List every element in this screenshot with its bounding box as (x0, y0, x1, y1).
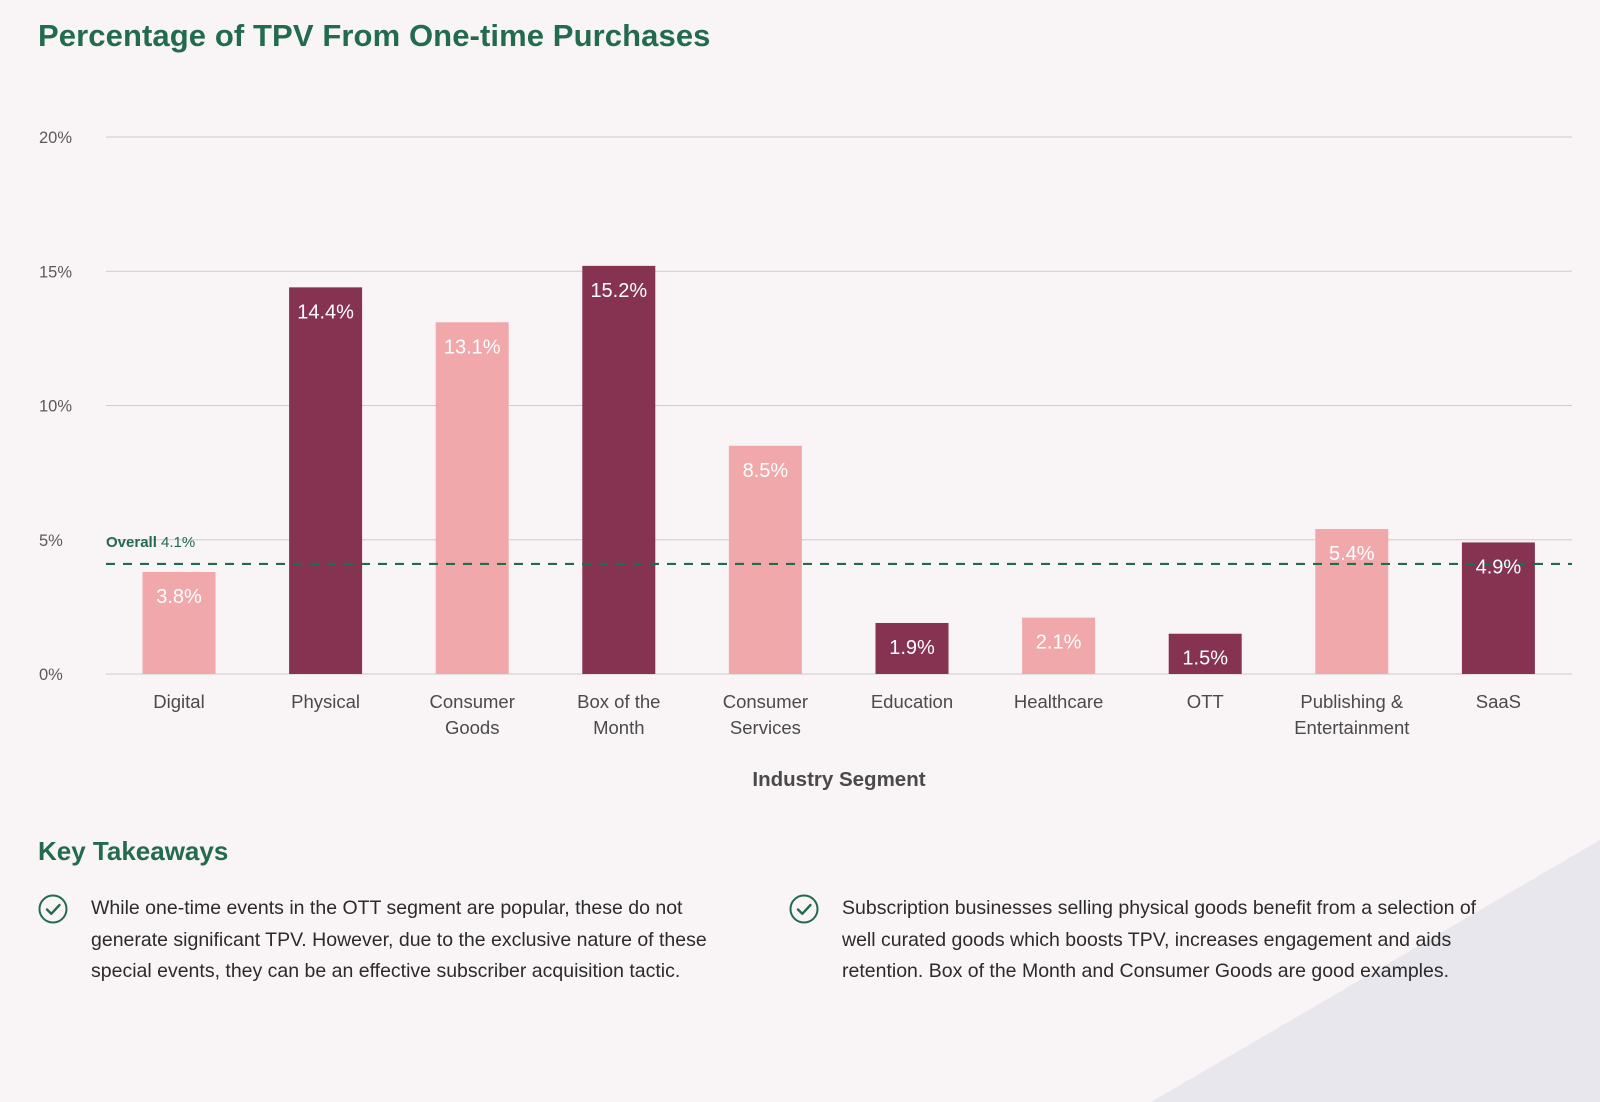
bar (1315, 529, 1389, 674)
x-tick-label: Publishing & Entertainment (1294, 691, 1409, 738)
y-tick-label: 0% (39, 666, 63, 684)
takeaway-text: While one-time events in the OTT segment… (91, 897, 707, 982)
y-tick-label: 15% (39, 263, 72, 281)
x-tick-label: Digital (153, 691, 204, 712)
data-label: 13.1% (444, 336, 501, 358)
takeaway-item: Subscription businesses selling physical… (789, 893, 1489, 988)
bar (728, 445, 802, 674)
bar (1168, 633, 1242, 674)
reference-line-group: Overall 4.1% (106, 534, 1572, 566)
overall-reference-label: Overall 4.1% (106, 534, 195, 551)
data-label: 14.4% (297, 301, 354, 323)
x-tick-label: Box of the Month (577, 691, 660, 738)
x-tick-label: SaaS (1476, 691, 1521, 712)
bar (1022, 617, 1096, 674)
data-label: 1.5% (1182, 648, 1228, 670)
y-tick-label: 5% (39, 532, 63, 550)
takeaway-item: While one-time events in the OTT segment… (38, 893, 738, 988)
x-axis-ticks: Digital Physical Consumer Goods Box of the Mo… (153, 691, 1521, 738)
bars (142, 265, 1535, 674)
data-label: 5.4% (1329, 543, 1375, 565)
bar (289, 287, 363, 674)
takeaway-text: Subscription businesses selling physical… (842, 897, 1477, 982)
x-tick-label: Education (871, 691, 953, 712)
bar (875, 622, 949, 674)
x-tick-label: Physical (291, 691, 360, 712)
y-tick-label: 10% (39, 398, 72, 416)
check-circle-icon (38, 894, 68, 924)
bar (582, 265, 656, 674)
x-axis-title: Industry Segment (752, 768, 925, 791)
data-label: 4.9% (1476, 556, 1522, 578)
data-labels: 3.8% 14.4% 13.1% 15.2% 8.5% 1.9% 2.1% 1.5% 5.4% 4… (156, 280, 1521, 670)
bar (142, 571, 216, 674)
bar (435, 322, 509, 674)
data-label: 1.9% (889, 637, 935, 659)
x-tick-label: Consumer Goods (430, 691, 515, 738)
bar-chart: 0% 5% 10% 15% 20% Overall 4.1% 3.8% 14.4% 13.1… (39, 129, 1572, 791)
x-tick-label: Healthcare (1014, 691, 1103, 712)
key-takeaways-title: Key Takeaways (38, 836, 229, 866)
y-axis-ticks: 0% 5% 10% 15% 20% (39, 129, 72, 684)
data-label: 15.2% (590, 280, 647, 302)
data-label: 2.1% (1036, 632, 1082, 654)
x-tick-label: OTT (1187, 691, 1224, 712)
page-title: Percentage of TPV From One-time Purchase… (38, 18, 711, 53)
data-label: 3.8% (156, 586, 202, 608)
data-label: 8.5% (743, 460, 789, 482)
x-tick-label: Consumer Services (723, 691, 808, 738)
check-circle-icon (789, 894, 819, 924)
y-tick-label: 20% (39, 129, 72, 147)
